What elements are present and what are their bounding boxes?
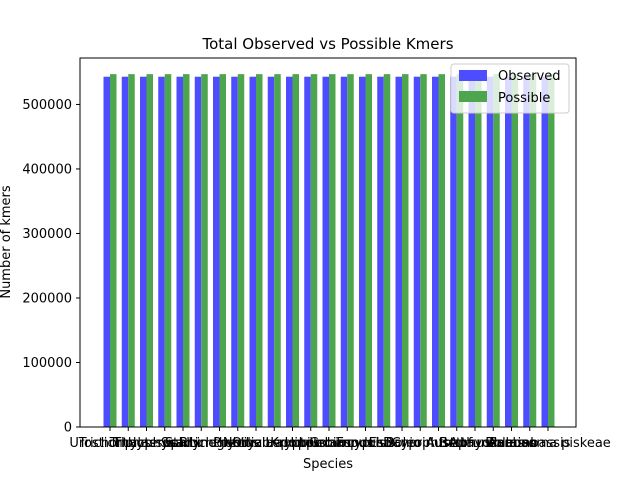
bar-observed-23 — [523, 76, 530, 428]
bar-observed-16 — [395, 76, 402, 428]
y-tick-label: 500000 — [22, 98, 72, 113]
bar-possible-5 — [201, 74, 208, 427]
bar-observed-6 — [213, 76, 220, 428]
bars-group — [103, 74, 555, 428]
bar-observed-19 — [450, 76, 457, 428]
chart-title: Total Observed vs Possible Kmers — [201, 35, 453, 53]
x-tick-label: Anabas — [487, 436, 535, 451]
x-tick-label: Lepomis — [265, 436, 319, 451]
bar-observed-2 — [140, 76, 147, 428]
legend-label-observed: Observed — [498, 69, 561, 84]
bar-possible-12 — [329, 74, 336, 427]
bar-possible-24 — [548, 74, 555, 427]
bar-observed-5 — [194, 76, 202, 428]
bar-possible-2 — [146, 74, 153, 427]
bar-observed-3 — [158, 76, 165, 428]
x-tick-label: Parambassis — [489, 436, 571, 451]
bar-possible-4 — [183, 74, 190, 427]
bar-possible-19 — [456, 74, 464, 427]
x-tick-label: Boleophthalmus — [386, 436, 492, 451]
bar-possible-1 — [128, 74, 135, 427]
x-tick-label: Kryptolebias — [270, 436, 351, 451]
x-tick-label: Poecilia — [213, 436, 262, 451]
bar-observed-21 — [486, 76, 494, 428]
x-tick-label: Betta — [439, 436, 474, 451]
x-tick-label: Boleosoma piskeae — [485, 436, 611, 451]
bar-possible-8 — [256, 74, 263, 427]
bar-observed-10 — [286, 76, 293, 428]
bar-possible-23 — [529, 74, 537, 427]
bar-observed-17 — [413, 76, 421, 428]
y-tick-label: 200000 — [22, 291, 72, 306]
bar-possible-17 — [420, 74, 427, 427]
legend-swatch-observed — [459, 70, 487, 81]
x-tick-label: Cyprinus — [392, 436, 449, 451]
bar-possible-13 — [347, 74, 354, 427]
bar-observed-14 — [359, 76, 366, 428]
bar-observed-0 — [103, 76, 110, 428]
bar-possible-16 — [402, 74, 409, 427]
bar-possible-18 — [438, 74, 445, 427]
bar-observed-20 — [468, 76, 475, 428]
x-tick-label: Oryzias — [232, 436, 281, 451]
x-axis-title: Species — [303, 457, 353, 472]
x-tick-label: Esox — [369, 436, 400, 451]
x-tick-label: Hippocampus — [285, 436, 374, 451]
bar-observed-11 — [304, 76, 311, 428]
bar-possible-3 — [164, 74, 172, 427]
x-tick-label: Rhinogobius — [179, 436, 259, 451]
bar-observed-22 — [505, 76, 512, 428]
x-ticks-group: UrostichthysTrichomycterusTriplophysaTha… — [69, 427, 611, 451]
y-axis-title: Number of kmers — [0, 185, 14, 299]
x-tick-label: Triplophysa — [109, 436, 184, 451]
legend: Observed Possible — [450, 63, 570, 114]
bar-possible-9 — [274, 74, 281, 427]
y-tick-label: 300000 — [22, 227, 72, 242]
bar-observed-7 — [231, 76, 238, 428]
x-tick-label: Austrofundulus — [426, 436, 524, 451]
bar-possible-0 — [110, 74, 117, 427]
bar-observed-24 — [541, 76, 548, 428]
bar-observed-8 — [249, 76, 256, 428]
x-tick-label: Scartichthys — [161, 436, 242, 451]
y-tick-label: 100000 — [22, 356, 72, 371]
bar-possible-14 — [365, 74, 372, 427]
bar-observed-15 — [377, 76, 384, 428]
legend-label-possible: Possible — [498, 91, 550, 106]
x-tick-label: Stalix — [165, 436, 202, 451]
y-ticks-group: 0 100000 200000 300000 400000 500000 — [22, 98, 80, 436]
bar-possible-10 — [292, 74, 299, 427]
legend-swatch-possible — [459, 91, 487, 102]
bar-observed-12 — [322, 76, 329, 428]
x-tick-label: Aphyosemion — [449, 436, 537, 451]
x-tick-label: Urostichthys — [69, 436, 150, 451]
bar-observed-4 — [176, 76, 183, 428]
bar-observed-13 — [340, 76, 348, 428]
plot-frame — [79, 57, 577, 428]
bar-possible-7 — [237, 74, 245, 427]
y-tick-label: 0 — [64, 421, 72, 436]
bar-observed-18 — [432, 76, 439, 428]
bar-possible-6 — [219, 74, 226, 427]
bar-possible-11 — [310, 74, 318, 427]
bar-observed-9 — [267, 76, 275, 428]
x-tick-label: Thalassophryne — [112, 436, 216, 451]
bar-possible-15 — [383, 74, 391, 427]
x-tick-label: Gobiocypris — [309, 436, 386, 451]
x-tick-label: Trichomycterus — [78, 436, 179, 451]
x-tick-label: Danio — [383, 436, 421, 451]
bar-possible-21 — [493, 74, 500, 427]
y-tick-label: 400000 — [22, 162, 72, 177]
x-tick-label: Nothobranchius — [223, 436, 326, 451]
bar-possible-22 — [511, 74, 518, 427]
bar-observed-1 — [121, 76, 129, 428]
bar-possible-20 — [475, 74, 482, 427]
x-tick-label: Fundulus — [336, 436, 395, 451]
